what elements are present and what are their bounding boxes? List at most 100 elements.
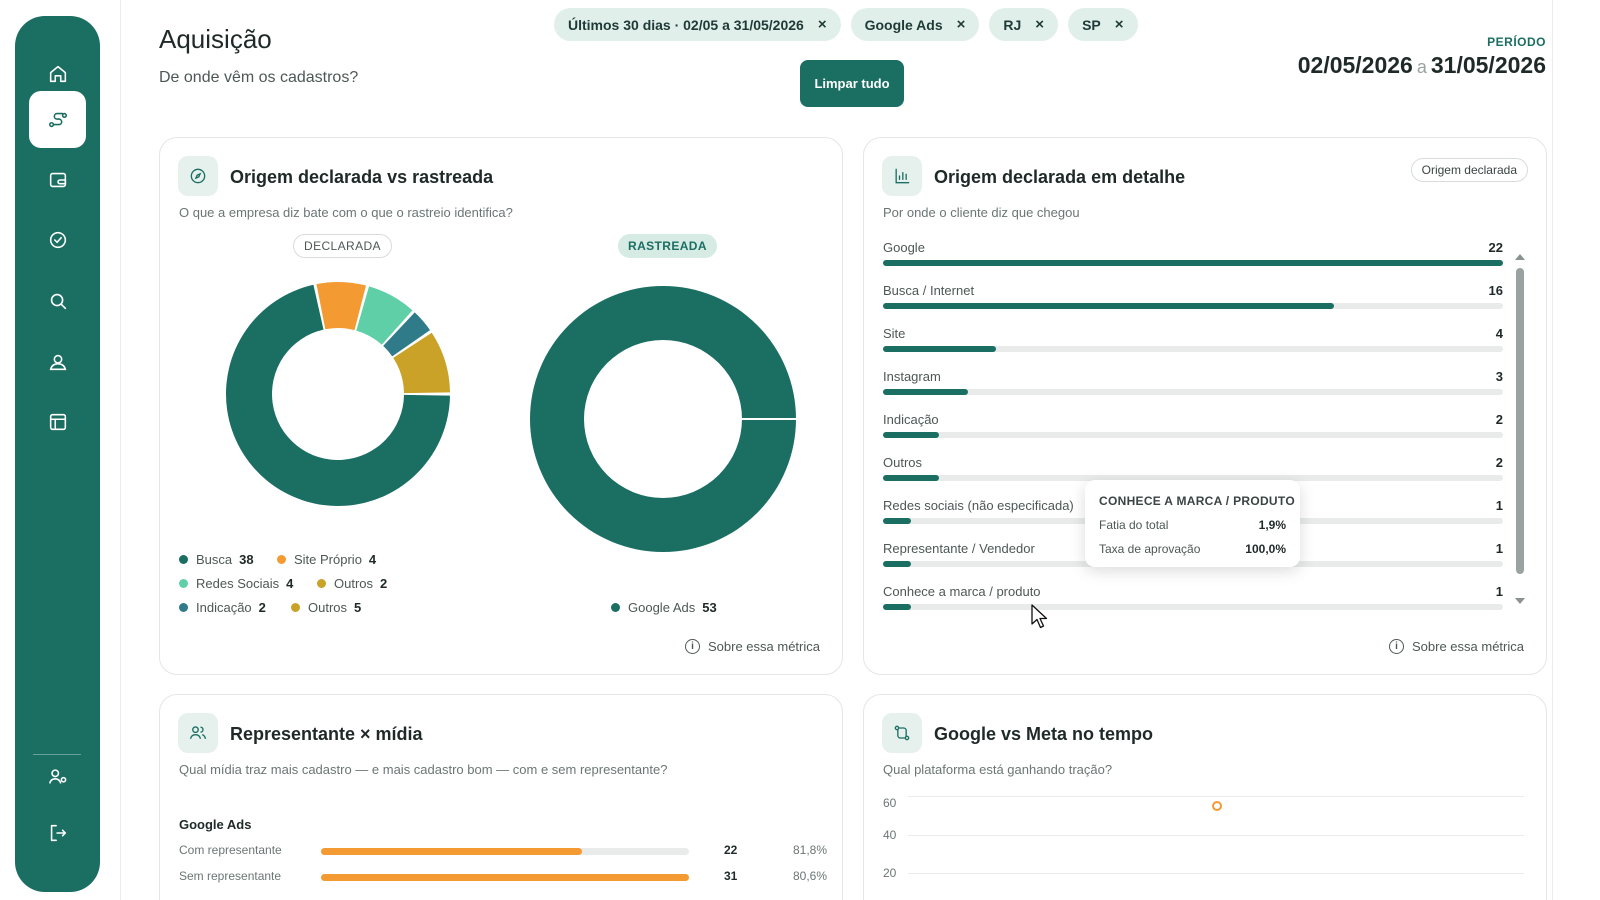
- detail-bar: [883, 389, 968, 395]
- detail-bar-value: 1: [1495, 541, 1503, 556]
- close-icon[interactable]: ×: [1114, 16, 1124, 33]
- filter-chip-state-sp[interactable]: SP ×: [1068, 8, 1138, 41]
- bar-tooltip: CONHECE A MARCA / PRODUTO Fatia do total…: [1085, 480, 1300, 567]
- sidebar-divider: [33, 754, 81, 755]
- nav-table[interactable]: [29, 393, 86, 450]
- tooltip-title: CONHECE A MARCA / PRODUTO: [1099, 494, 1295, 508]
- close-icon[interactable]: ×: [956, 16, 966, 33]
- filter-chip-state-rj[interactable]: RJ ×: [989, 8, 1059, 41]
- gridline: [908, 796, 1524, 797]
- nav-search[interactable]: [29, 272, 86, 329]
- clear-all-button[interactable]: Limpar tudo: [800, 60, 904, 107]
- legend-item: Outros 5: [291, 600, 361, 615]
- scroll-thumb[interactable]: [1516, 268, 1524, 574]
- period-separator: a: [1416, 57, 1427, 77]
- legend-dot: [179, 555, 188, 564]
- detail-bar-row[interactable]: Conhece a marca / produto 1: [883, 584, 1503, 620]
- legend-item: Site Próprio 4: [277, 552, 376, 567]
- donut-slice-outros[interactable]: [393, 332, 450, 394]
- legend-value: 4: [286, 576, 294, 591]
- logout-icon: [50, 824, 66, 841]
- nav-logout[interactable]: [29, 804, 86, 861]
- detail-bar: [883, 475, 940, 481]
- card-title: Origem declarada vs rastreada: [230, 167, 494, 187]
- nav-acquisition[interactable]: [29, 91, 86, 148]
- home-icon: [49, 65, 66, 82]
- tooltip-label: Taxa de aprovação: [1099, 542, 1201, 556]
- acquisition-route-icon: [48, 112, 67, 127]
- filter-chips: Últimos 30 dias · 02/05 a 31/05/2026 × Go…: [554, 8, 1138, 41]
- period-label: PERÍODO: [1487, 35, 1546, 49]
- detail-bar: [883, 346, 996, 352]
- legend-label: Google Ads: [628, 600, 696, 615]
- check-circle-icon: [49, 231, 66, 248]
- tooltip-label: Fatia do total: [1099, 518, 1169, 532]
- nav-home[interactable]: [29, 45, 86, 102]
- rep-track: [321, 848, 689, 855]
- donut-slice-redes-sociais[interactable]: [356, 286, 413, 345]
- rep-row[interactable]: Com representante 22 81,8%: [179, 843, 827, 859]
- rep-percent: 80,6%: [792, 869, 827, 883]
- card-subtitle: O que a empresa diz bate com o que o ras…: [179, 205, 513, 220]
- mouse-cursor-icon: [1031, 604, 1048, 629]
- media-group-title: Google Ads: [179, 817, 252, 832]
- donut-slice-site-proprio[interactable]: [316, 282, 367, 331]
- nav-wallet[interactable]: [29, 151, 86, 208]
- detail-bar-row[interactable]: Outros 2: [883, 455, 1503, 491]
- card-title: Representante × mídia: [230, 724, 423, 744]
- legend-dot: [179, 603, 188, 612]
- donut-slice-busca[interactable]: [226, 284, 450, 506]
- nav-user-settings[interactable]: [29, 748, 86, 805]
- about-label: Sobre essa métrica: [1412, 639, 1524, 654]
- sidebar: [15, 16, 100, 892]
- declared-donut-chart[interactable]: [223, 279, 453, 509]
- legend-item: Outros 2: [317, 576, 387, 591]
- tracked-donut-chart[interactable]: [528, 284, 798, 554]
- card-representative-media: Representante × mídia Qual mídia traz ma…: [159, 694, 843, 900]
- detail-bar: [883, 303, 1334, 309]
- detail-bar-row[interactable]: Indicação 2: [883, 412, 1503, 448]
- card-origin-declared-vs-tracked: Origem declarada vs rastreada O que a em…: [159, 137, 843, 675]
- declared-origin-chip[interactable]: Origem declarada: [1410, 158, 1528, 182]
- filter-chip-source[interactable]: Google Ads ×: [850, 8, 980, 41]
- legend-item: Busca 38: [179, 552, 254, 567]
- data-point[interactable]: [1212, 800, 1222, 811]
- nav-representatives[interactable]: [29, 333, 86, 390]
- period-start: 02/05/2026: [1297, 52, 1413, 78]
- search-icon: [50, 293, 66, 309]
- nav-approvals[interactable]: [29, 211, 86, 268]
- detail-bar-label: Indicação: [883, 412, 939, 427]
- legend-label: Redes Sociais: [196, 576, 280, 591]
- about-metric-link[interactable]: i Sobre essa métrica: [685, 639, 820, 654]
- y-tick-label: 60: [883, 796, 897, 810]
- users-icon: [189, 726, 207, 740]
- rep-row[interactable]: Sem representante 31 80,6%: [179, 869, 827, 885]
- detail-bar-row[interactable]: Site 4: [883, 326, 1503, 362]
- detail-bar-row[interactable]: Busca / Internet 16: [883, 283, 1503, 319]
- about-metric-link[interactable]: i Sobre essa métrica: [1389, 639, 1524, 654]
- scrollbar[interactable]: [1515, 254, 1525, 604]
- page-divider: [120, 0, 121, 900]
- detail-bar-value: 22: [1488, 240, 1503, 255]
- card-title: Google vs Meta no tempo: [934, 724, 1154, 744]
- scroll-down-arrow[interactable]: [1515, 598, 1525, 604]
- detail-bar-track: [883, 389, 1503, 395]
- donut-slice-google-ads[interactable]: [530, 286, 796, 552]
- detail-bar-value: 4: [1495, 326, 1503, 341]
- close-icon[interactable]: ×: [1035, 16, 1045, 33]
- chip-label: Google Ads: [864, 16, 943, 33]
- detail-bar-track: [883, 432, 1503, 438]
- y-tick-label: 20: [883, 866, 897, 880]
- close-icon[interactable]: ×: [817, 16, 827, 33]
- detail-bar-row[interactable]: Google 22: [883, 240, 1503, 276]
- detail-bar: [883, 604, 912, 610]
- rep-percent: 81,8%: [792, 843, 827, 857]
- legend-dot: [291, 603, 300, 612]
- detail-bar-row[interactable]: Instagram 3: [883, 369, 1503, 405]
- card-icon: [882, 156, 922, 196]
- tag-tracked: RASTREADA: [618, 234, 717, 258]
- donut-slice-indicacao[interactable]: [383, 312, 431, 357]
- filter-chip-period[interactable]: Últimos 30 dias · 02/05 a 31/05/2026 ×: [554, 8, 841, 41]
- tooltip-row: Taxa de aprovação 100,0%: [1099, 542, 1286, 556]
- scroll-up-arrow[interactable]: [1515, 254, 1525, 260]
